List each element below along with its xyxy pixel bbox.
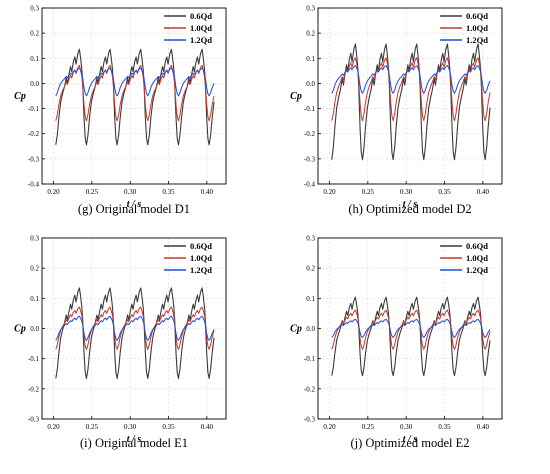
series-line (331, 43, 491, 161)
y-tick-label: -0.2 (28, 385, 40, 393)
x-tick-label: 0.20 (47, 423, 60, 431)
legend-label: 1.0Qd (466, 253, 488, 263)
legend-label: 0.6Qd (466, 11, 488, 21)
legend-label: 1.2Qd (190, 265, 212, 275)
plot-frame (41, 7, 227, 185)
x-tick-label: 0.30 (400, 423, 413, 431)
series-line (331, 309, 491, 350)
series-line (331, 318, 491, 338)
y-tick-label: -0.1 (28, 355, 40, 363)
x-tick-label: 0.35 (438, 423, 451, 431)
y-tick-label: 0.3 (306, 235, 315, 243)
x-axis-title: t / s (127, 434, 142, 445)
y-tick-label: 0.1 (306, 55, 315, 63)
y-tick-label: 0.1 (30, 55, 39, 63)
x-axis-title: t / s (403, 434, 418, 445)
x-tick-label: 0.35 (162, 188, 175, 196)
y-axis-title: Cp (290, 91, 302, 102)
x-tick-label: 0.25 (86, 423, 99, 431)
y-tick-label: 0.3 (30, 5, 39, 13)
y-tick-label: -0.3 (28, 155, 40, 163)
series-line (55, 48, 215, 146)
x-axis-title: t / s (403, 199, 418, 210)
y-tick-label: 0.0 (306, 80, 315, 88)
x-tick-label: 0.20 (323, 188, 336, 196)
y-tick-label: -0.3 (28, 416, 40, 424)
series-line (331, 296, 491, 377)
y-tick-label: 0.2 (30, 265, 39, 273)
y-tick-label: 0.3 (30, 235, 39, 243)
series-line (55, 64, 215, 122)
y-tick-label: 0.1 (30, 295, 39, 303)
x-tick-label: 0.30 (124, 188, 137, 196)
y-tick-label: -0.3 (304, 155, 316, 163)
y-tick-label: 0.1 (306, 295, 315, 303)
series-line (55, 67, 215, 97)
legend-label: 1.0Qd (190, 253, 212, 263)
legend-label: 0.6Qd (190, 241, 212, 251)
series-line (55, 306, 215, 350)
legend-label: 1.2Qd (466, 35, 488, 45)
x-tick-label: 0.20 (47, 188, 60, 196)
x-tick-label: 0.20 (323, 423, 336, 431)
y-tick-label: -0.4 (304, 181, 316, 189)
legend-label: 1.0Qd (466, 23, 488, 33)
x-tick-label: 0.30 (400, 188, 413, 196)
panel-caption: (h) Optimized model D2 (348, 202, 471, 216)
y-tick-label: -0.2 (304, 385, 316, 393)
x-tick-label: 0.35 (438, 188, 451, 196)
y-tick-label: 0.0 (306, 325, 315, 333)
series-line (331, 65, 491, 94)
series-line (55, 315, 215, 341)
y-tick-label: -0.2 (304, 130, 316, 138)
x-tick-label: 0.30 (124, 423, 137, 431)
x-tick-label: 0.25 (362, 188, 375, 196)
y-tick-label: 0.0 (30, 80, 39, 88)
y-tick-label: -0.1 (304, 105, 316, 113)
y-tick-label: 0.2 (30, 30, 39, 38)
legend-label: 1.0Qd (190, 23, 212, 33)
y-tick-label: -0.1 (304, 355, 316, 363)
series-line (331, 57, 491, 122)
y-tick-label: 0.2 (306, 265, 315, 273)
x-tick-label: 0.40 (477, 423, 490, 431)
chart-panel: -0.3 -0.2 -0.1 0.0 0.1 0.2 0.3 0.20 0.25 0.30 0.35… (290, 235, 503, 450)
legend-label: 0.6Qd (466, 241, 488, 251)
x-tick-label: 0.35 (162, 423, 175, 431)
legend-label: 0.6Qd (190, 11, 212, 21)
chart-panel: -0.4 -0.3 -0.2 -0.1 0.0 0.1 0.2 0.3 0.20 0.25 0.30… (14, 5, 227, 216)
x-tick-label: 0.40 (477, 188, 490, 196)
y-tick-label: 0.2 (306, 30, 315, 38)
panel-caption: (j) Optimized model E2 (350, 436, 469, 450)
chart-panel: -0.4 -0.3 -0.2 -0.1 0.0 0.1 0.2 0.3 0.20 0.25 0.30… (290, 5, 503, 216)
series-line (55, 287, 215, 379)
chart-panel: -0.3 -0.2 -0.1 0.0 0.1 0.2 0.3 0.20 0.25 0.30 0.35… (14, 235, 227, 450)
x-tick-label: 0.40 (201, 423, 214, 431)
y-axis-title: Cp (290, 324, 302, 335)
plot-frame (317, 7, 503, 185)
x-tick-label: 0.25 (86, 188, 99, 196)
y-axis-title: Cp (14, 91, 26, 102)
x-axis-title: t / s (127, 199, 142, 210)
panel-caption: (g) Original model D1 (78, 202, 190, 216)
y-tick-label: -0.4 (28, 181, 40, 189)
y-tick-label: -0.1 (28, 105, 40, 113)
x-tick-label: 0.25 (362, 423, 375, 431)
y-axis-title: Cp (14, 324, 26, 335)
panel-caption: (i) Original model E1 (80, 436, 188, 450)
y-tick-label: -0.3 (304, 416, 316, 424)
y-tick-label: -0.2 (28, 130, 40, 138)
y-tick-label: 0.3 (306, 5, 315, 13)
y-tick-label: 0.0 (30, 325, 39, 333)
legend-label: 1.2Qd (466, 265, 488, 275)
legend-label: 1.2Qd (190, 35, 212, 45)
x-tick-label: 0.40 (201, 188, 214, 196)
